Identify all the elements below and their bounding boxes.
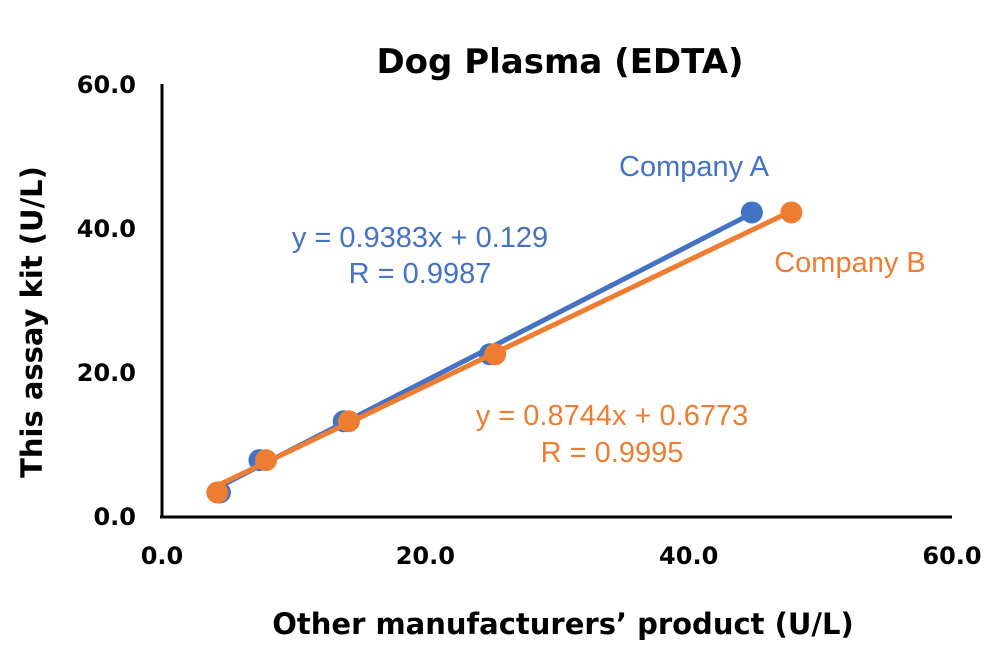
chart-title: Dog Plasma (EDTA) xyxy=(376,42,743,82)
r-value-company-a: R = 0.9987 xyxy=(349,258,492,290)
data-point-company-a xyxy=(740,201,763,224)
data-point-company-b xyxy=(337,410,360,433)
y-tick-labels: 0.0 20.0 40.0 60.0 xyxy=(77,71,136,531)
y-tick-label: 40.0 xyxy=(77,215,136,243)
data-point-company-b xyxy=(484,343,507,366)
data-point-company-b xyxy=(206,481,229,504)
y-tick-label: 60.0 xyxy=(77,71,136,99)
y-tick-label: 20.0 xyxy=(77,359,136,387)
x-axis-title: Other manufacturers’ product (U/L) xyxy=(272,607,854,641)
equation-company-b: y = 0.8744x + 0.6773 xyxy=(476,400,749,432)
x-tick-label: 0.0 xyxy=(141,542,184,570)
y-axis-title: This assay kit (U/L) xyxy=(15,166,49,478)
x-tick-labels: 0.0 20.0 40.0 60.0 xyxy=(141,542,982,570)
axes xyxy=(160,84,952,519)
equation-company-a: y = 0.9383x + 0.129 xyxy=(292,222,548,254)
x-tick-label: 40.0 xyxy=(659,542,718,570)
data-point-company-b xyxy=(255,449,278,472)
x-tick-label: 20.0 xyxy=(396,542,455,570)
r-value-company-b: R = 0.9995 xyxy=(541,437,684,469)
annotations: Company A Company B y = 0.9383x + 0.129 … xyxy=(292,151,926,469)
series-company-b xyxy=(206,201,803,504)
x-tick-label: 60.0 xyxy=(922,542,981,570)
data-point-company-b xyxy=(780,201,803,224)
series-label-company-a: Company A xyxy=(619,151,770,183)
y-tick-label: 0.0 xyxy=(93,503,136,531)
series-label-company-b: Company B xyxy=(774,247,926,279)
